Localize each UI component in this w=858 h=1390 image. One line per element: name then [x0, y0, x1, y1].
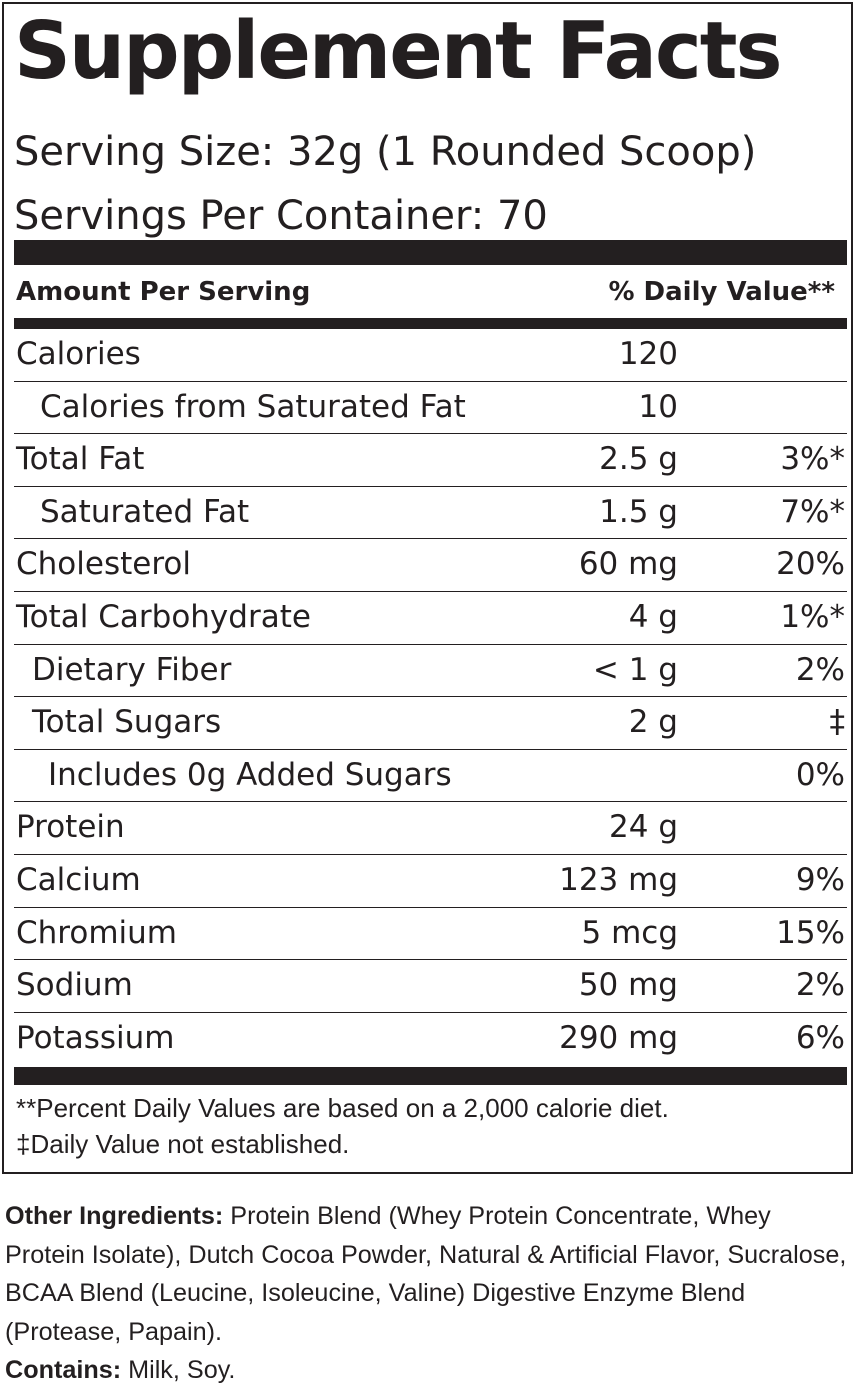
- nutrient-row: Total Fat 2.5 g 3%*: [14, 434, 847, 487]
- nutrient-row: Sodium 50 mg 2%: [14, 960, 847, 1013]
- nutrient-daily-value: 7%*: [780, 493, 845, 530]
- other-ingredients: Other Ingredients: Protein Blend (Whey P…: [5, 1197, 855, 1351]
- nutrient-amount: 120: [618, 336, 678, 372]
- nutrient-row: Dietary Fiber < 1 g 2%: [14, 645, 847, 698]
- nutrient-daily-value: 3%*: [780, 441, 845, 478]
- nutrient-name: Saturated Fat: [40, 493, 250, 530]
- thick-divider-bottom: [14, 1067, 847, 1085]
- nutrient-amount: 4 g: [628, 598, 678, 635]
- ingredients-section: Other Ingredients: Protein Blend (Whey P…: [5, 1197, 855, 1390]
- nutrient-name: Chromium: [16, 914, 177, 951]
- nutrient-amount: < 1 g: [592, 651, 678, 688]
- nutrient-row: Potassium 290 mg 6%: [14, 1013, 847, 1066]
- contains-allergens: Contains: Milk, Soy.: [5, 1351, 855, 1390]
- nutrient-daily-value: 15%: [776, 914, 845, 951]
- nutrient-daily-value: 2%: [795, 651, 845, 688]
- nutrient-daily-value: ‡: [829, 704, 846, 741]
- nutrient-amount: 2.5 g: [599, 441, 678, 478]
- nutrient-row: Total Sugars 2 g ‡: [14, 697, 847, 750]
- supplement-facts-panel: Supplement Facts Serving Size: 32g (1 Ro…: [2, 2, 853, 1174]
- nutrient-amount: 5 mcg: [581, 914, 679, 951]
- nutrient-amount: 60 mg: [578, 546, 678, 583]
- other-ingredients-text: Protein Blend (Whey Protein Concentrate,…: [5, 1202, 847, 1346]
- medium-divider: [14, 318, 847, 329]
- contains-text: Milk, Soy.: [121, 1356, 236, 1385]
- nutrient-name: Potassium: [16, 1019, 175, 1056]
- amount-per-serving-header: Amount Per Serving: [16, 277, 311, 307]
- nutrient-daily-value: 2%: [795, 967, 845, 1004]
- other-ingredients-label: Other Ingredients:: [5, 1202, 224, 1230]
- servings-per-container: Servings Per Container: 70: [14, 193, 548, 239]
- nutrient-daily-value: 9%: [795, 861, 845, 898]
- nutrient-name: Includes 0g Added Sugars: [48, 756, 452, 793]
- nutrient-amount: 2 g: [628, 704, 678, 741]
- nutrient-name: Sodium: [16, 967, 133, 1004]
- nutrient-name: Total Sugars: [32, 704, 222, 741]
- nutrient-amount: 10: [638, 388, 678, 425]
- nutrient-daily-value: 6%: [795, 1019, 845, 1056]
- nutrient-name: Dietary Fiber: [32, 651, 232, 688]
- nutrient-amount: 123 mg: [559, 861, 678, 898]
- nutrient-name: Calories from Saturated Fat: [40, 388, 466, 425]
- nutrient-row: Saturated Fat 1.5 g 7%*: [14, 487, 847, 540]
- serving-size: Serving Size: 32g (1 Rounded Scoop): [14, 129, 757, 175]
- label-title: Supplement Facts: [14, 5, 783, 97]
- nutrient-daily-value: 0%: [795, 756, 845, 793]
- nutrient-row: Includes 0g Added Sugars 0%: [14, 750, 847, 803]
- thick-divider-top: [14, 240, 847, 265]
- footnote-daily-values: **Percent Daily Values are based on a 2,…: [16, 1093, 669, 1123]
- nutrient-amount: 1.5 g: [599, 493, 678, 530]
- footnote-not-established: ‡Daily Value not established.: [16, 1129, 350, 1159]
- nutrient-row: Total Carbohydrate 4 g 1%*: [14, 592, 847, 645]
- nutrient-amount: 290 mg: [559, 1019, 678, 1056]
- nutrient-daily-value: 1%*: [780, 598, 845, 635]
- nutrient-name: Calcium: [16, 861, 141, 898]
- nutrient-row: Calories from Saturated Fat 10: [14, 382, 847, 435]
- nutrient-name: Calories: [16, 336, 141, 372]
- nutrient-row: Chromium 5 mcg 15%: [14, 908, 847, 961]
- nutrient-daily-value: 20%: [776, 546, 845, 583]
- nutrient-row: Calories 120: [14, 329, 847, 382]
- nutrient-name: Cholesterol: [16, 546, 191, 583]
- contains-label: Contains:: [5, 1356, 122, 1385]
- nutrient-row: Protein 24 g: [14, 802, 847, 855]
- nutrient-name: Total Fat: [16, 441, 145, 478]
- nutrient-amount: 50 mg: [578, 967, 678, 1004]
- nutrient-row: Cholesterol 60 mg 20%: [14, 539, 847, 592]
- nutrient-table: Calories 120 Calories from Saturated Fat 10…: [14, 329, 847, 1065]
- nutrient-name: Protein: [16, 809, 125, 846]
- nutrient-name: Total Carbohydrate: [16, 598, 311, 635]
- nutrient-row: Calcium 123 mg 9%: [14, 855, 847, 908]
- nutrient-amount: 24 g: [609, 809, 678, 846]
- daily-value-header: % Daily Value**: [608, 277, 835, 307]
